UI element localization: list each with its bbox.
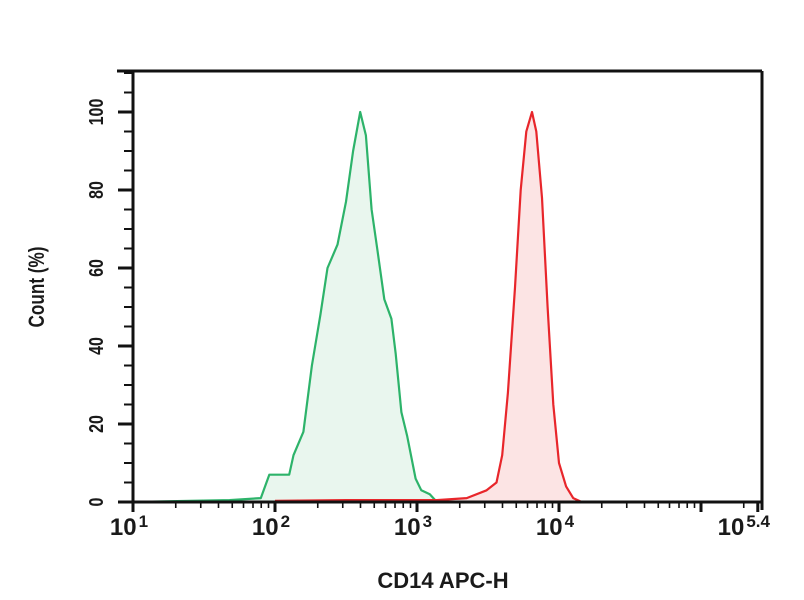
- x-tick-label: 10 4: [536, 512, 575, 541]
- y-tick-label: 100: [85, 99, 107, 126]
- y-tick-label: 0: [85, 498, 107, 507]
- x-tick-label: 10 2: [252, 512, 290, 541]
- green-histogram-line: [132, 110, 438, 504]
- x-axis-ticks: 10 1 10 2 10 3 10 4 10 5.4: [110, 502, 771, 541]
- plot-frame: [117, 69, 764, 510]
- x-axis-title: CD14 APC-H: [377, 568, 508, 593]
- x-tick-label: 10 5.4: [718, 512, 771, 541]
- red-histogram-line: [274, 110, 583, 503]
- x-tick-label: 10 3: [394, 512, 432, 541]
- histogram-lines: [132, 110, 583, 504]
- y-tick-label: 20: [85, 415, 107, 433]
- y-tick-label: 40: [85, 337, 107, 355]
- y-tick-label: 80: [85, 181, 107, 199]
- y-axis-title: Count (%): [25, 247, 50, 328]
- histogram-fills: [133, 112, 582, 502]
- red-histogram-fill: [275, 112, 582, 502]
- y-tick-label: 60: [85, 259, 107, 277]
- x-tick-label: 10 1: [110, 512, 148, 541]
- green-histogram-fill: [133, 112, 437, 502]
- y-axis-ticks: 0 20 40 60 80 100: [85, 72, 133, 507]
